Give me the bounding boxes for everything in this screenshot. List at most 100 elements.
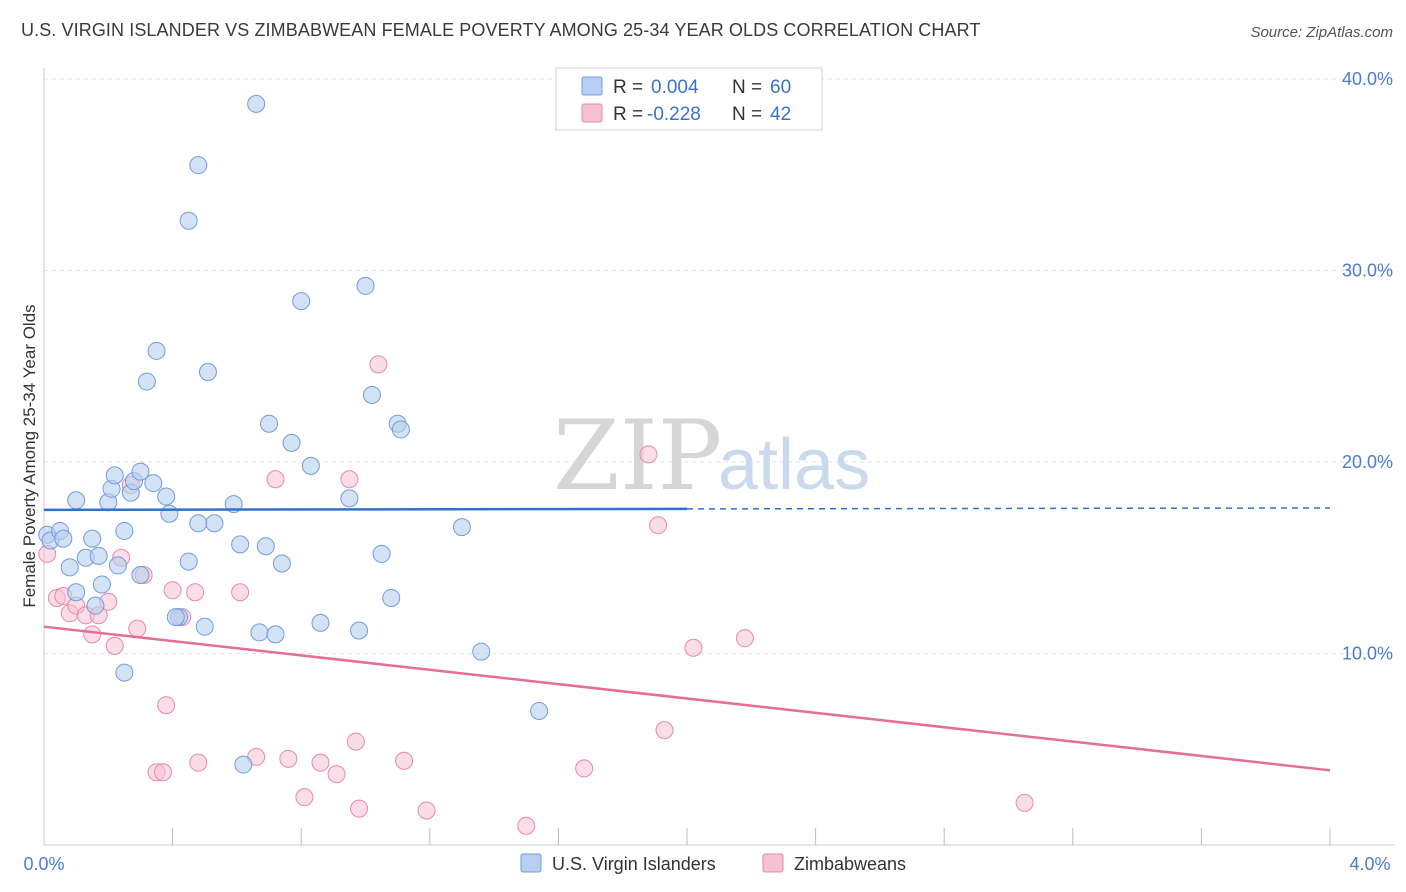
virgin-islanders-point: [356, 276, 375, 295]
zimbabweans-point: [279, 749, 298, 768]
virgin-islanders-point: [205, 514, 224, 533]
zimbabweans-point: [517, 816, 536, 835]
virgin-islanders-point: [137, 372, 156, 391]
virgin-islanders-point: [530, 701, 549, 720]
zimbabweans-point: [639, 445, 658, 464]
virgin-islanders-point: [131, 565, 150, 584]
legend-r-value-2: -0.228: [647, 104, 701, 125]
virgin-islanders-point: [452, 518, 471, 537]
virgin-islanders-point: [198, 362, 217, 381]
virgin-islanders-point: [105, 466, 124, 485]
zimbabweans-point: [395, 751, 414, 770]
grid-lines: [44, 78, 1395, 654]
y-axis-title: Female Poverty Among 25-34 Year Olds: [20, 304, 39, 607]
virgin-islanders-point: [266, 625, 285, 644]
zimbabweans-point: [655, 721, 674, 740]
virgin-islanders-point: [115, 521, 134, 540]
legend-r-label-1: R =: [613, 77, 643, 98]
legend-swatch-pink: [581, 103, 603, 123]
virgin-islanders-point: [282, 433, 301, 452]
y-tick-label: 20.0%: [1342, 452, 1393, 472]
legend-n-label-2: N =: [732, 104, 762, 125]
bottom-legend-swatch-pink: [762, 853, 784, 873]
chart-title: U.S. VIRGIN ISLANDER VS ZIMBABWEAN FEMAL…: [21, 20, 981, 40]
virgin-islanders-point: [195, 617, 214, 636]
zimbabweans-point: [417, 801, 436, 820]
zimbabweans-trend-line: [43, 625, 1331, 772]
virgin-islanders-point: [362, 385, 381, 404]
zimbabweans-point: [684, 638, 703, 657]
virgin-islanders-point: [234, 755, 253, 774]
legend-r-label-2: R =: [613, 104, 643, 125]
virgin-islanders-point: [256, 537, 275, 556]
y-tick-label: 30.0%: [1342, 261, 1393, 281]
virgin-islanders-point: [89, 546, 108, 565]
virgin-islanders-point: [144, 474, 163, 493]
legend-n-value-1: 60: [770, 77, 791, 98]
virgin-islanders-point: [166, 608, 185, 627]
virgin-islanders-point: [391, 420, 410, 439]
zimbabweans-point: [350, 799, 369, 818]
zimbabweans-point: [157, 696, 176, 715]
legend-r-value-1: 0.004: [651, 77, 699, 98]
zimbabweans-point: [153, 763, 172, 782]
virgin-islanders-point: [189, 156, 208, 175]
zimbabweans-point: [295, 788, 314, 807]
virgin-islanders-point: [83, 529, 102, 548]
zimbabweans-point: [1015, 793, 1034, 812]
virgin-islanders-point: [272, 554, 291, 573]
bottom-legend-label-pink: Zimbabweans: [794, 854, 906, 874]
legend-swatch-blue: [581, 76, 603, 96]
virgin-islanders-point: [311, 613, 330, 632]
zimbabweans-point: [649, 516, 668, 535]
virgin-islanders-point: [372, 544, 391, 563]
zimbabweans-points: [38, 355, 1034, 835]
zimbabweans-point: [340, 470, 359, 489]
legend-n-value-2: 42: [770, 104, 791, 125]
virgin-islanders-point: [231, 535, 250, 554]
virgin-islanders-point: [54, 529, 73, 548]
bottom-legend-label-blue: U.S. Virgin Islanders: [552, 854, 716, 874]
axes: [43, 68, 1395, 846]
zimbabweans-point: [189, 753, 208, 772]
virgin-islanders-point: [260, 414, 279, 433]
bottom-legend-swatch-blue: [520, 853, 542, 873]
virgin-islanders-point: [60, 558, 79, 577]
virgin-islanders-points: [38, 94, 549, 774]
zimbabweans-point: [83, 625, 102, 644]
virgin-islanders-point: [179, 211, 198, 230]
x-tick-labels: 0.0% 4.0%: [23, 854, 1390, 874]
virgin-islanders-point: [67, 491, 86, 510]
y-tick-labels: 10.0% 20.0% 30.0% 40.0%: [1342, 69, 1393, 664]
zimbabweans-point: [186, 583, 205, 602]
virgin-islanders-point: [250, 623, 269, 642]
virgin-islanders-point: [247, 94, 266, 113]
y-tick-label: 10.0%: [1342, 644, 1393, 664]
virgin-islanders-point: [301, 456, 320, 475]
legend-box: R = 0.004 N = 60 R = -0.228 N = 42: [555, 67, 823, 131]
zimbabweans-point: [163, 581, 182, 600]
zimbabweans-point: [311, 753, 330, 772]
virgin-islanders-trend-line: [43, 507, 688, 512]
zimbabweans-point: [575, 759, 594, 778]
virgin-islanders-point: [179, 552, 198, 571]
virgin-islanders-point: [108, 556, 127, 575]
legend-n-label-1: N =: [732, 77, 762, 98]
zimbabweans-point: [369, 355, 388, 374]
trend-lines: [43, 507, 1331, 772]
virgin-islanders-point: [157, 487, 176, 506]
zimbabweans-point: [231, 583, 250, 602]
zimbabweans-point: [128, 619, 147, 638]
x-tick-label: 4.0%: [1349, 854, 1390, 874]
zimbabweans-point: [105, 636, 124, 655]
source-credit: Source: ZipAtlas.com: [1250, 24, 1393, 41]
x-tick-label: 0.0%: [23, 854, 64, 874]
virgin-islanders-point: [292, 292, 311, 311]
virgin-islanders-point: [382, 588, 401, 607]
watermark-zip: ZIP: [553, 400, 722, 512]
zimbabweans-point: [735, 629, 754, 648]
zimbabweans-point: [266, 470, 285, 489]
virgin-islanders-point: [189, 514, 208, 533]
virgin-islanders-trend-extension: [686, 507, 1331, 510]
